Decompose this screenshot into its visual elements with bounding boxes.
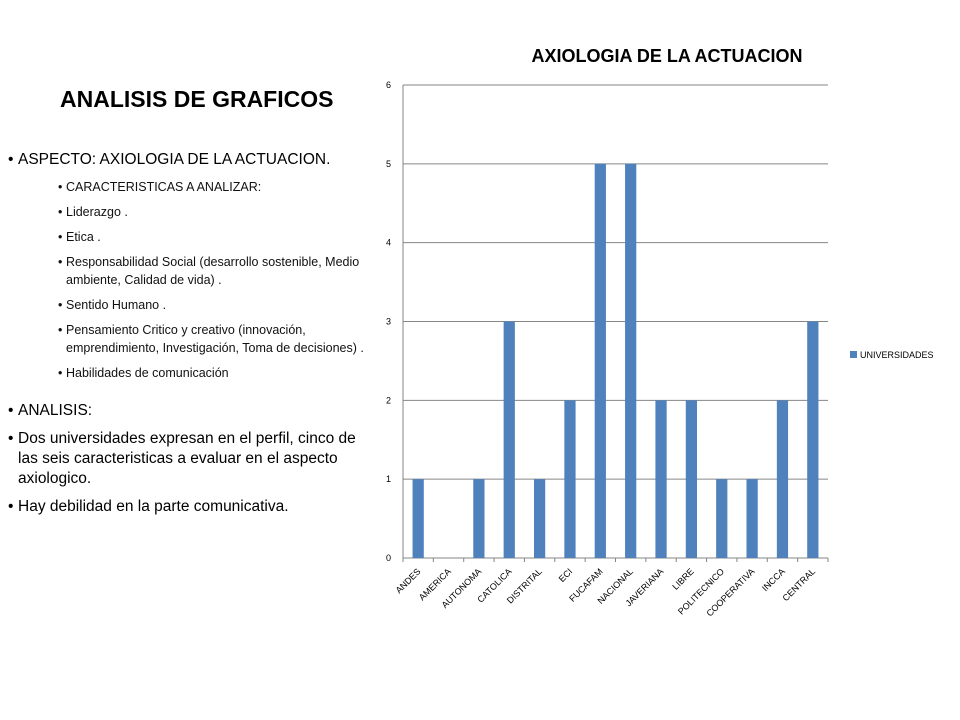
bar bbox=[625, 163, 637, 559]
bar bbox=[746, 479, 758, 558]
analysis-bullet: Hay debilidad en la parte comunicativa. bbox=[8, 497, 368, 517]
y-tick-label: 5 bbox=[386, 159, 391, 169]
bar bbox=[716, 479, 728, 558]
x-tick-label: ECI bbox=[557, 566, 575, 584]
legend-label: UNIVERSIDADES bbox=[860, 350, 934, 360]
bar bbox=[594, 163, 606, 559]
bar bbox=[685, 400, 698, 558]
aspect-bullet: ASPECTO: AXIOLOGIA DE LA ACTUACION. bbox=[8, 150, 368, 170]
sub-bullet: Sentido Humano . bbox=[58, 296, 368, 314]
legend-swatch bbox=[850, 351, 857, 358]
bar bbox=[564, 400, 576, 558]
x-tick-label: CENTRAL bbox=[780, 566, 817, 603]
x-tick-label: ANDES bbox=[394, 566, 423, 595]
chart-title: AXIOLOGIA DE LA ACTUACION bbox=[532, 46, 803, 66]
sub-bullet: CARACTERISTICAS A ANALIZAR: bbox=[58, 178, 368, 196]
bar bbox=[533, 479, 546, 558]
x-tick-label: LIBRE bbox=[670, 566, 695, 591]
bar bbox=[655, 400, 667, 558]
analysis-bullet: Dos universidades expresan en el perfil,… bbox=[8, 429, 368, 489]
bar bbox=[412, 479, 424, 558]
y-tick-label: 2 bbox=[386, 395, 391, 405]
sub-bullet: Responsabilidad Social (desarrollo soste… bbox=[58, 253, 368, 289]
x-tick-label: INCCA bbox=[760, 566, 787, 593]
y-tick-label: 1 bbox=[386, 474, 391, 484]
slide-title: ANALISIS DE GRAFICOS bbox=[60, 86, 334, 112]
y-tick-label: 4 bbox=[386, 238, 391, 248]
y-tick-label: 3 bbox=[386, 317, 391, 327]
bar bbox=[503, 321, 515, 558]
sub-bullet: Pensamiento Critico y creativo (innovaci… bbox=[58, 321, 368, 357]
sub-bullet: Etica . bbox=[58, 228, 368, 246]
y-tick-label: 6 bbox=[386, 80, 391, 90]
bar-chart: AXIOLOGIA DE LA ACTUACION0123456ANDESAME… bbox=[386, 46, 934, 618]
sub-bullet: Habilidades de comunicación bbox=[58, 364, 368, 382]
sub-bullet: Liderazgo . bbox=[58, 203, 368, 221]
analysis-heading: ANALISIS: bbox=[8, 401, 368, 421]
y-tick-label: 0 bbox=[386, 553, 391, 563]
bar bbox=[473, 479, 485, 558]
bar bbox=[807, 321, 819, 558]
bullet-list: ASPECTO: AXIOLOGIA DE LA ACTUACION. CARA… bbox=[8, 150, 368, 525]
bar bbox=[776, 400, 789, 558]
